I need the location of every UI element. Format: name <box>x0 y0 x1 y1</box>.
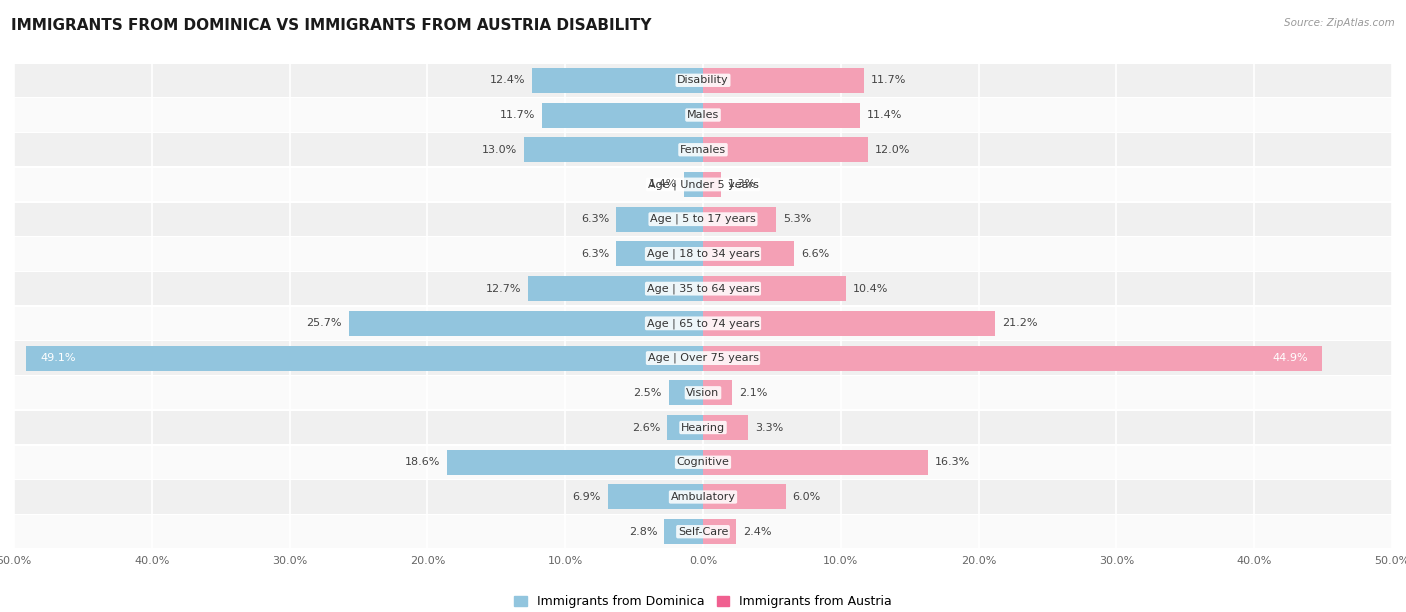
Text: 10.4%: 10.4% <box>853 283 889 294</box>
Text: 12.7%: 12.7% <box>485 283 522 294</box>
Bar <box>669 380 703 405</box>
Text: 6.6%: 6.6% <box>801 249 830 259</box>
Bar <box>616 207 703 232</box>
Bar <box>665 519 703 544</box>
Bar <box>703 519 737 544</box>
Text: Self-Care: Self-Care <box>678 527 728 537</box>
Text: Vision: Vision <box>686 388 720 398</box>
Text: 44.9%: 44.9% <box>1272 353 1308 363</box>
Bar <box>447 450 703 475</box>
Bar <box>607 485 703 509</box>
Text: 11.7%: 11.7% <box>499 110 534 120</box>
Bar <box>703 68 865 93</box>
Bar <box>14 237 1392 271</box>
Text: 13.0%: 13.0% <box>482 145 517 155</box>
Text: 2.4%: 2.4% <box>742 527 772 537</box>
Legend: Immigrants from Dominica, Immigrants from Austria: Immigrants from Dominica, Immigrants fro… <box>509 590 897 612</box>
Text: Age | 65 to 74 years: Age | 65 to 74 years <box>647 318 759 329</box>
Bar <box>531 68 703 93</box>
Bar <box>14 480 1392 513</box>
Bar <box>14 203 1392 236</box>
Bar <box>703 276 846 301</box>
Bar <box>14 168 1392 201</box>
Text: 2.1%: 2.1% <box>738 388 768 398</box>
Text: 49.1%: 49.1% <box>41 353 76 363</box>
Text: Males: Males <box>688 110 718 120</box>
Bar <box>14 341 1392 375</box>
Bar <box>668 415 703 440</box>
Text: 12.4%: 12.4% <box>489 75 526 85</box>
Text: IMMIGRANTS FROM DOMINICA VS IMMIGRANTS FROM AUSTRIA DISABILITY: IMMIGRANTS FROM DOMINICA VS IMMIGRANTS F… <box>11 18 652 34</box>
Text: 6.3%: 6.3% <box>581 214 609 224</box>
Bar <box>703 485 786 509</box>
Bar <box>14 411 1392 444</box>
Text: Cognitive: Cognitive <box>676 457 730 467</box>
Text: 5.3%: 5.3% <box>783 214 811 224</box>
Bar <box>703 311 995 336</box>
Bar <box>14 515 1392 548</box>
Bar <box>14 272 1392 305</box>
Text: Age | Over 75 years: Age | Over 75 years <box>648 353 758 364</box>
Bar <box>14 376 1392 409</box>
Text: Hearing: Hearing <box>681 422 725 433</box>
Text: 6.9%: 6.9% <box>572 492 600 502</box>
Text: Ambulatory: Ambulatory <box>671 492 735 502</box>
Text: Age | 18 to 34 years: Age | 18 to 34 years <box>647 248 759 259</box>
Text: Age | Under 5 years: Age | Under 5 years <box>648 179 758 190</box>
Bar <box>703 207 776 232</box>
Bar <box>703 415 748 440</box>
Text: Females: Females <box>681 145 725 155</box>
Text: 18.6%: 18.6% <box>405 457 440 467</box>
Bar <box>14 64 1392 97</box>
Text: Age | 35 to 64 years: Age | 35 to 64 years <box>647 283 759 294</box>
Bar <box>524 137 703 162</box>
Text: 1.3%: 1.3% <box>728 179 756 190</box>
Bar <box>14 307 1392 340</box>
Bar <box>683 172 703 197</box>
Text: 25.7%: 25.7% <box>307 318 342 329</box>
Bar <box>703 450 928 475</box>
Text: 21.2%: 21.2% <box>1002 318 1038 329</box>
Bar <box>703 137 869 162</box>
Text: 16.3%: 16.3% <box>935 457 970 467</box>
Bar <box>14 446 1392 479</box>
Bar <box>703 380 733 405</box>
Text: 2.5%: 2.5% <box>633 388 662 398</box>
Text: Disability: Disability <box>678 75 728 85</box>
Bar <box>616 241 703 266</box>
Text: 6.3%: 6.3% <box>581 249 609 259</box>
Bar <box>703 346 1322 371</box>
Text: 1.4%: 1.4% <box>648 179 676 190</box>
Bar <box>529 276 703 301</box>
Text: 12.0%: 12.0% <box>875 145 911 155</box>
Text: 3.3%: 3.3% <box>755 422 783 433</box>
Text: 6.0%: 6.0% <box>793 492 821 502</box>
Text: 11.7%: 11.7% <box>872 75 907 85</box>
Bar <box>703 172 721 197</box>
Bar <box>14 99 1392 132</box>
Text: Source: ZipAtlas.com: Source: ZipAtlas.com <box>1284 18 1395 28</box>
Bar <box>703 103 860 127</box>
Text: 2.6%: 2.6% <box>631 422 661 433</box>
Bar <box>703 241 794 266</box>
Text: Age | 5 to 17 years: Age | 5 to 17 years <box>650 214 756 225</box>
Text: 11.4%: 11.4% <box>868 110 903 120</box>
Bar <box>541 103 703 127</box>
Bar <box>27 346 703 371</box>
Bar <box>14 133 1392 166</box>
Bar <box>349 311 703 336</box>
Text: 2.8%: 2.8% <box>628 527 658 537</box>
